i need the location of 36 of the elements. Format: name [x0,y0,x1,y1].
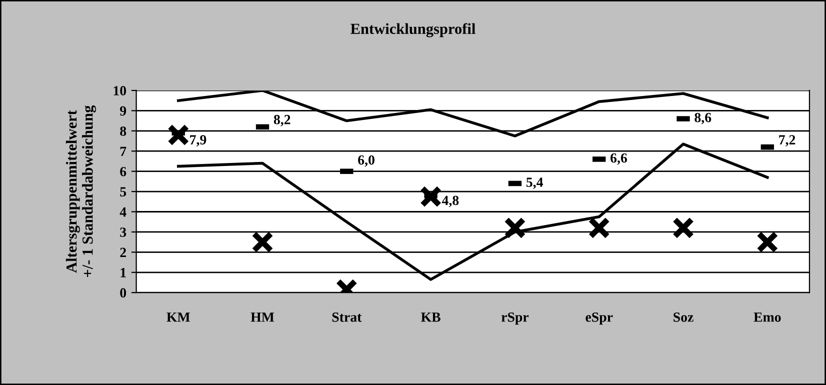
point [420,186,442,208]
y-tick-label: 8 [120,126,126,136]
point [252,231,274,254]
data-label: 6,0 [358,155,374,167]
point [167,124,190,146]
point [672,216,694,239]
x-tick-label: rSpr [501,312,529,325]
y-tick-label: 9 [120,106,126,116]
x-tick-label: KM [166,312,190,322]
point [504,216,526,239]
x-tick-label: eSpr [586,312,613,325]
data-label: 7,9 [190,135,206,146]
data-label: 4,8 [442,196,459,208]
x-tick-label: Emo [754,312,781,322]
point [588,216,610,239]
y-tick-label: 4 [120,207,126,217]
y-tick-label: 3 [120,228,126,237]
x-tick-label: Strat [332,312,362,322]
y-tick-label: 1 [120,268,126,278]
x-tick-label: KB [421,312,440,322]
x-tick-label: Soz [674,312,694,322]
y-tick-label: 2 [120,248,126,257]
data-label: 8,6 [694,112,712,124]
y-tick-label: 7 [120,146,126,156]
y-axis-title: Altersgruppenmittelwert +/- 1 Standardabweichung [66,105,96,278]
y-tick-label: 6 [120,166,126,176]
x-tick-label: HM [250,312,274,322]
data-label: 5,4 [526,178,543,189]
y-tick-label: 10 [114,86,126,96]
chart-title: Entwicklungsprofil [350,23,476,38]
data-label: 6,6 [610,153,628,165]
data-label: 8,2 [274,114,290,126]
data-label: 7,2 [779,135,796,146]
point [756,231,778,254]
y-tick-label: 0 [120,288,126,298]
y-tick-label: 5 [120,187,126,196]
